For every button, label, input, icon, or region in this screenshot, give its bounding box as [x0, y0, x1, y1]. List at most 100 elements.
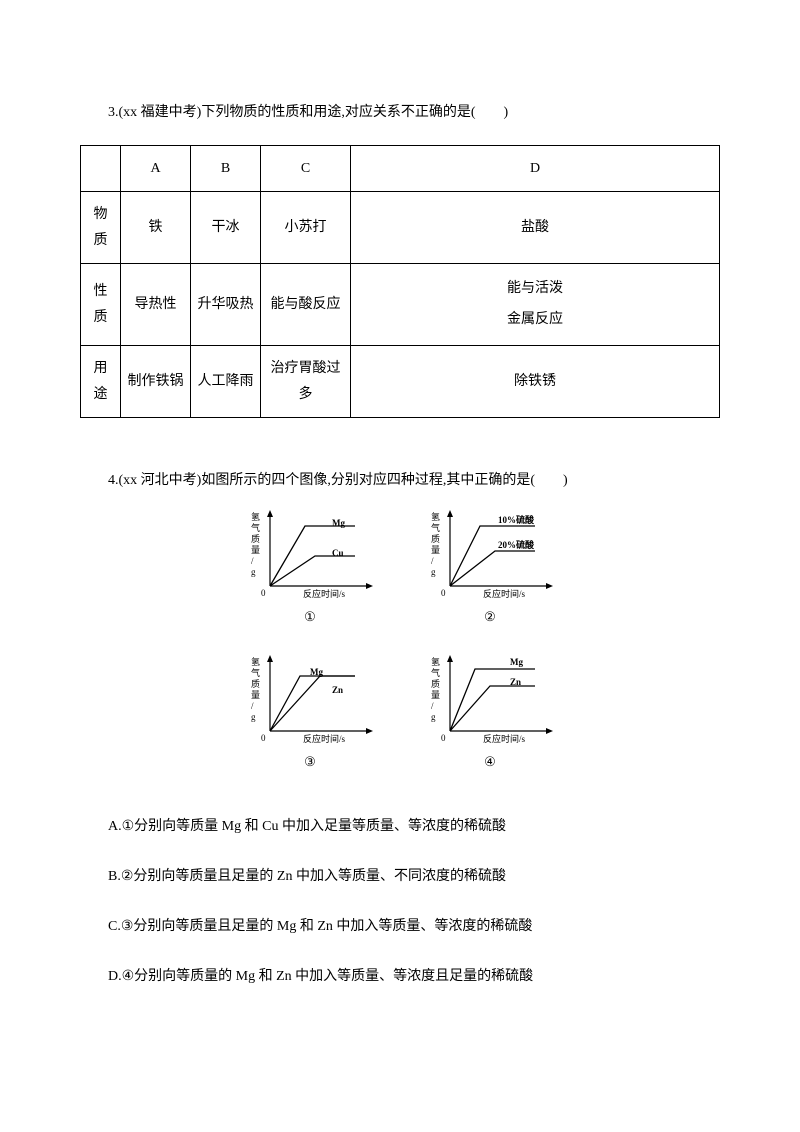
chart-svg: 氢气质量/g0反应时间/sMgZn	[245, 653, 375, 748]
ylabel-char: g	[251, 712, 256, 722]
option-a: A.①分别向等质量 Mg 和 Cu 中加入足量等质量、等浓度的稀硫酸	[80, 814, 720, 839]
cell: 人工降雨	[191, 346, 261, 417]
q3-table: A B C D 物质 铁 干冰 小苏打 盐酸 性质 导热性 升华吸热 能与酸反应…	[80, 145, 720, 418]
table-row: A B C D	[81, 146, 720, 192]
y-arrow-icon	[447, 655, 453, 662]
header-a: A	[121, 146, 191, 192]
cell-multiline: 能与活泼金属反应	[351, 263, 720, 346]
cell: 治疗胃酸过多	[261, 346, 351, 417]
header-c: C	[261, 146, 351, 192]
series-label: Cu	[332, 548, 344, 558]
ylabel-char: 气	[431, 667, 440, 678]
ylabel-char: 量	[251, 690, 260, 700]
x-arrow-icon	[546, 728, 553, 734]
series-label: Zn	[510, 677, 521, 687]
graph-number: ①	[304, 605, 316, 628]
row-label: 用途	[81, 346, 121, 417]
x-arrow-icon	[546, 583, 553, 589]
ylabel-char: /	[431, 701, 434, 711]
graphs-container: 氢气质量/g0反应时间/sMgCu① 氢气质量/g0反应时间/s10%硫酸20%…	[80, 508, 720, 774]
option-d: D.④分别向等质量的 Mg 和 Zn 中加入等质量、等浓度且足量的稀硫酸	[80, 964, 720, 989]
ylabel-char: g	[431, 712, 436, 722]
ylabel-char: /	[251, 701, 254, 711]
header-d: D	[351, 146, 720, 192]
graph-row-2: 氢气质量/g0反应时间/sMgZn③ 氢气质量/g0反应时间/sMgZn④	[245, 653, 555, 773]
cell: 小苏打	[261, 192, 351, 263]
ylabel-char: 氢	[251, 511, 260, 522]
row-label: 物质	[81, 192, 121, 263]
origin-label: 0	[441, 588, 446, 598]
q3-prompt: 3.(xx 福建中考)下列物质的性质和用途,对应关系不正确的是( )	[80, 100, 720, 125]
graph-2: 氢气质量/g 0 反应时间/s 10%硫酸 20%硫酸 ②	[425, 508, 555, 628]
graph-row-1: 氢气质量/g0反应时间/sMgCu① 氢气质量/g0反应时间/s10%硫酸20%…	[245, 508, 555, 628]
ylabel-char: g	[251, 567, 256, 577]
cell: 铁	[121, 192, 191, 263]
y-arrow-icon	[267, 510, 273, 517]
q4-options: A.①分别向等质量 Mg 和 Cu 中加入足量等质量、等浓度的稀硫酸 B.②分别…	[80, 814, 720, 990]
cell: 盐酸	[351, 192, 720, 263]
ylabel-char: 质	[251, 678, 260, 689]
cell: 升华吸热	[191, 263, 261, 346]
origin-label: 0	[441, 733, 446, 743]
ylabel-char: 质	[251, 533, 260, 544]
x-arrow-icon	[366, 583, 373, 589]
cell: 导热性	[121, 263, 191, 346]
row-label: 性质	[81, 263, 121, 346]
xlabel: 反应时间/s	[303, 588, 346, 599]
ylabel-char: 气	[251, 522, 260, 533]
origin-label: 0	[261, 588, 266, 598]
graph-number: ③	[304, 750, 316, 773]
ylabel-char: 量	[251, 545, 260, 555]
ylabel-char: 气	[431, 522, 440, 533]
graph-number: ②	[484, 605, 496, 628]
chart-svg: 氢气质量/g 0 反应时间/s Mg Zn	[425, 653, 555, 748]
series-label: Mg	[510, 657, 523, 667]
q4-prompt: 4.(xx 河北中考)如图所示的四个图像,分别对应四种过程,其中正确的是( )	[80, 468, 720, 493]
cell: 除铁锈	[351, 346, 720, 417]
xlabel: 反应时间/s	[483, 733, 526, 744]
ylabel-char: /	[251, 556, 254, 566]
cell: 能与酸反应	[261, 263, 351, 346]
series-label: Zn	[332, 685, 343, 695]
cell: 制作铁锅	[121, 346, 191, 417]
series-label: 10%硫酸	[498, 514, 535, 525]
cell-line2: 金属反应	[507, 312, 563, 327]
chart-svg: 氢气质量/g 0 反应时间/s 10%硫酸 20%硫酸	[425, 508, 555, 603]
series-line	[450, 686, 535, 731]
ylabel-char: 质	[431, 678, 440, 689]
series-line	[450, 669, 535, 731]
cell-line1: 能与活泼	[507, 281, 563, 296]
ylabel-char: g	[431, 567, 436, 577]
option-b: B.②分别向等质量且足量的 Zn 中加入等质量、不同浓度的稀硫酸	[80, 864, 720, 889]
table-row: 物质 铁 干冰 小苏打 盐酸	[81, 192, 720, 263]
graph-1: 氢气质量/g 0 反应时间/s Mg Cu ①	[245, 508, 375, 628]
chart-svg: 氢气质量/g 0 反应时间/s Mg Cu	[245, 508, 375, 603]
series-line	[450, 526, 535, 586]
series-label: Mg	[332, 518, 345, 528]
ylabel-char: 量	[431, 545, 440, 555]
series-label: 20%硫酸	[498, 539, 535, 550]
graph-number: ④	[484, 750, 496, 773]
xlabel: 反应时间/s	[483, 588, 526, 599]
series-line	[270, 556, 355, 586]
graph-3: 氢气质量/g0反应时间/sMgZn③	[245, 653, 375, 773]
ylabel-char: 氢	[251, 656, 260, 667]
graph-4: 氢气质量/g 0 反应时间/s Mg Zn ④	[425, 653, 555, 773]
header-b: B	[191, 146, 261, 192]
x-arrow-icon	[366, 728, 373, 734]
ylabel-char: 质	[431, 533, 440, 544]
series-line	[450, 551, 535, 586]
option-c: C.③分别向等质量且足量的 Mg 和 Zn 中加入等质量、等浓度的稀硫酸	[80, 914, 720, 939]
cell: 干冰	[191, 192, 261, 263]
ylabel-char: 氢	[431, 656, 440, 667]
table-row: 性质 导热性 升华吸热 能与酸反应 能与活泼金属反应	[81, 263, 720, 346]
y-arrow-icon	[267, 655, 273, 662]
origin-label: 0	[261, 733, 266, 743]
ylabel-char: 气	[251, 667, 260, 678]
xlabel: 反应时间/s	[303, 733, 346, 744]
ylabel-char: 量	[431, 690, 440, 700]
ylabel-char: /	[431, 556, 434, 566]
header-blank	[81, 146, 121, 192]
ylabel-char: 氢	[431, 511, 440, 522]
table-row: 用途 制作铁锅 人工降雨 治疗胃酸过多 除铁锈	[81, 346, 720, 417]
